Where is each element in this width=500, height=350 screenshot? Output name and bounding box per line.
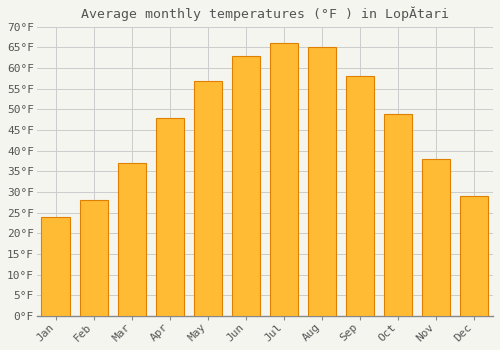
Bar — [460, 196, 488, 316]
Title: Average monthly temperatures (°F ) in LopĂtari: Average monthly temperatures (°F ) in Lo… — [81, 7, 449, 21]
Bar — [270, 43, 298, 316]
Bar — [308, 48, 336, 316]
Bar — [194, 80, 222, 316]
Bar — [42, 217, 70, 316]
Bar — [422, 159, 450, 316]
Bar — [232, 56, 260, 316]
Bar — [156, 118, 184, 316]
Bar — [384, 114, 412, 316]
Bar — [80, 201, 108, 316]
Bar — [118, 163, 146, 316]
Bar — [346, 76, 374, 316]
